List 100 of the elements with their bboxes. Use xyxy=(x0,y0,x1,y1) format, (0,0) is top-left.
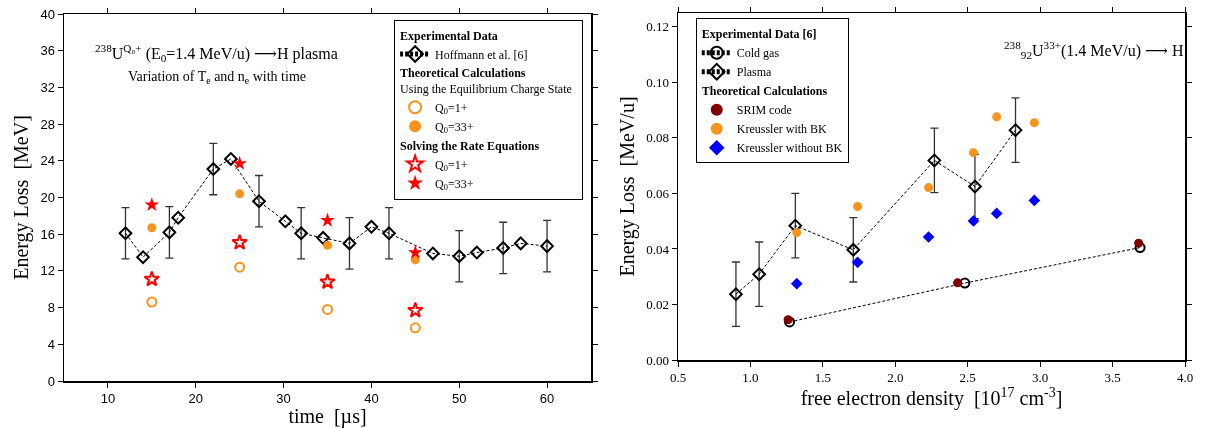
y-tick-label: 0.02 xyxy=(646,297,669,313)
x-tick-label: 30 xyxy=(276,391,291,407)
point xyxy=(851,256,864,269)
text: Solving the Rate Equations xyxy=(400,138,540,153)
point xyxy=(144,197,160,212)
point xyxy=(496,241,511,255)
point xyxy=(992,112,1002,122)
point xyxy=(408,244,423,259)
x-tick-label: 3.0 xyxy=(1032,370,1049,386)
point xyxy=(968,179,982,194)
y-tick-label: 40 xyxy=(40,6,55,22)
y-tick-label: 8 xyxy=(47,300,55,316)
point xyxy=(790,277,803,290)
point xyxy=(846,242,861,257)
point xyxy=(788,218,803,233)
legend-label: Q$_{0}$=1+ xyxy=(435,157,468,174)
point xyxy=(752,267,766,282)
x-tick-label: 40 xyxy=(364,391,379,407)
point xyxy=(959,277,971,289)
x-tick-label: 60 xyxy=(539,391,555,407)
legend-label: SRIM code xyxy=(736,103,792,118)
point xyxy=(234,261,246,273)
legend-label: Hoffmann et al. [6] xyxy=(435,47,528,62)
y-tick-label: 4 xyxy=(47,336,55,352)
point xyxy=(231,233,248,250)
y-tick-label: 28 xyxy=(40,116,55,132)
point xyxy=(319,273,336,290)
point xyxy=(342,236,357,251)
point xyxy=(118,226,133,241)
y-tick-label: 32 xyxy=(40,79,55,95)
point xyxy=(1028,194,1041,207)
point xyxy=(1134,238,1144,248)
y-tick-label: 0.10 xyxy=(646,74,669,90)
x-tick-label: 0.5 xyxy=(669,370,687,386)
y-tick-label: 16 xyxy=(40,226,55,242)
point xyxy=(252,194,266,209)
x-tick-label: 20 xyxy=(188,391,203,407)
y-tick-label: 0.00 xyxy=(646,352,669,368)
x-tick-label: 10 xyxy=(100,391,116,407)
legend-label: Q$_{0}$=1+ xyxy=(435,100,468,117)
y-axis-title: Energy Loss [MeV/u] xyxy=(615,96,639,277)
point xyxy=(323,240,332,250)
point xyxy=(540,239,554,253)
point xyxy=(513,236,528,251)
point xyxy=(171,210,186,225)
point xyxy=(990,207,1003,220)
x-tick-label: 4.0 xyxy=(1176,370,1194,386)
legend-label: Q$_{0}$=33+ xyxy=(435,176,474,193)
x-tick-label: 3.5 xyxy=(1104,370,1121,386)
point xyxy=(322,303,333,315)
x-tick-label: 1.5 xyxy=(814,370,831,386)
point xyxy=(927,153,942,168)
point xyxy=(162,225,177,240)
point xyxy=(924,183,934,193)
y-tick-label: 0.12 xyxy=(646,19,669,35)
point xyxy=(224,152,238,166)
point xyxy=(409,322,421,334)
point xyxy=(407,301,424,318)
legend-label: Kreussler with BK xyxy=(736,122,828,137)
y-tick-label: 0.04 xyxy=(646,241,670,257)
x-tick-label: 2.0 xyxy=(887,370,904,386)
x-tick-label: 2.5 xyxy=(959,370,976,386)
y-tick-label: 0.08 xyxy=(646,130,669,146)
y-tick-label: 36 xyxy=(40,43,55,59)
point xyxy=(382,226,396,241)
point xyxy=(232,155,247,170)
y-tick-label: 12 xyxy=(40,263,55,279)
legend-label: Plasma xyxy=(736,65,773,80)
x-axis-title: free electron density [10$^{17}$ cm$^{-3}$] xyxy=(800,385,1063,411)
point xyxy=(235,189,245,199)
annotation: $^{238}$U$^{Q₀+}$ (E$_{0}$=1.4 MeV/u) ⟶H plasma xyxy=(95,42,338,65)
point xyxy=(278,214,293,229)
annotation: Variation of T$_{e}$ and n$_{e}$ with time xyxy=(128,69,306,86)
text: Theoretical Calculations xyxy=(701,84,828,99)
y-tick-label: 0 xyxy=(47,373,55,389)
point xyxy=(452,249,467,264)
point xyxy=(969,148,979,158)
x-tick-label: 1.0 xyxy=(742,370,759,386)
point xyxy=(1134,242,1146,254)
legend-label: Cold gas xyxy=(736,46,780,61)
point xyxy=(143,270,161,287)
legend-label: Q$_{0}$=33+ xyxy=(435,119,474,136)
point xyxy=(729,287,743,302)
y-tick-label: 20 xyxy=(40,190,55,206)
point xyxy=(364,220,379,234)
point xyxy=(136,250,150,264)
point xyxy=(469,245,484,260)
y-tick-label: 0.06 xyxy=(646,185,670,201)
point xyxy=(1008,123,1023,137)
point xyxy=(922,231,935,243)
point xyxy=(294,226,308,241)
point xyxy=(1029,118,1039,128)
text: Experimental Data [6] xyxy=(701,27,817,42)
point xyxy=(953,278,963,288)
point xyxy=(853,201,863,211)
text: Using the Equilibrium Charge State xyxy=(400,82,572,97)
point xyxy=(320,212,335,227)
point xyxy=(146,296,158,308)
x-tick-label: 50 xyxy=(452,391,467,407)
point xyxy=(316,231,330,245)
